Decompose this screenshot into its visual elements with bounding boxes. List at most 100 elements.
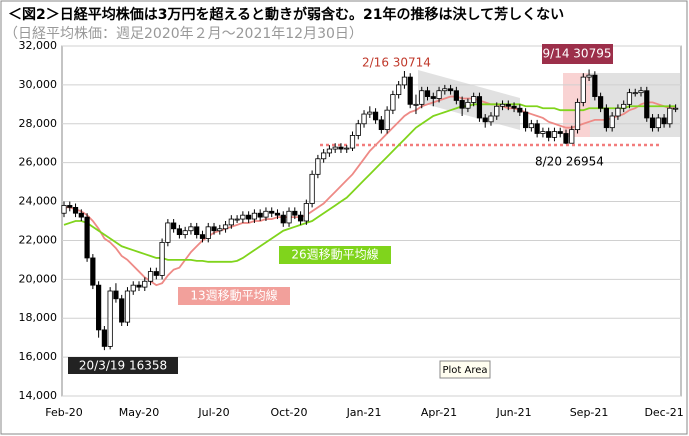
moving-average-line bbox=[63, 103, 676, 263]
y-tick-label: 20,000 bbox=[19, 272, 58, 285]
tooltip-box bbox=[439, 360, 491, 379]
candle-body bbox=[349, 135, 356, 149]
candle-body bbox=[153, 271, 159, 276]
candle-body bbox=[228, 218, 234, 226]
candle-body bbox=[147, 271, 154, 282]
candle-body bbox=[598, 96, 604, 109]
candle-body bbox=[263, 210, 269, 218]
candle-body bbox=[280, 214, 286, 224]
candle-body bbox=[603, 107, 609, 129]
x-tick-label: Jun-21 bbox=[495, 406, 531, 419]
legend-label: 26週移動平均線 bbox=[291, 247, 378, 262]
candle-body bbox=[67, 205, 73, 208]
candle-body bbox=[621, 103, 627, 109]
candle-body bbox=[442, 88, 448, 92]
candle-body bbox=[286, 210, 292, 224]
candle-body bbox=[78, 212, 84, 218]
candle-body bbox=[569, 129, 575, 144]
candle-body bbox=[269, 210, 275, 214]
candle-body bbox=[159, 241, 165, 276]
candle-body bbox=[505, 103, 511, 107]
y-tick-label: 16,000 bbox=[19, 350, 58, 363]
candle-body bbox=[90, 257, 96, 286]
annotation: 20/3/19 16358 bbox=[79, 359, 167, 373]
candle-body bbox=[523, 111, 529, 129]
candle-body bbox=[246, 214, 252, 220]
candle-body bbox=[274, 212, 281, 216]
candle-body bbox=[407, 76, 413, 105]
candle-body bbox=[113, 290, 119, 300]
candle-body bbox=[217, 228, 223, 232]
y-tick-label: 28,000 bbox=[19, 117, 58, 130]
candle-body bbox=[205, 226, 211, 239]
candle-body bbox=[396, 84, 402, 96]
candle-body bbox=[303, 203, 309, 222]
candle-body bbox=[384, 109, 390, 131]
x-tick-label: May-20 bbox=[119, 406, 160, 419]
candle-body bbox=[494, 105, 500, 117]
y-tick-label: 22,000 bbox=[19, 233, 58, 246]
candle-body bbox=[471, 96, 477, 103]
candle-body bbox=[61, 205, 67, 214]
candle-body bbox=[447, 88, 454, 92]
candle-body bbox=[609, 115, 615, 129]
candle-body bbox=[332, 146, 338, 150]
candle-body bbox=[165, 222, 171, 243]
candle-body bbox=[84, 216, 90, 259]
candle-body bbox=[101, 329, 107, 347]
candle-body bbox=[182, 230, 188, 236]
candle-body bbox=[673, 107, 679, 110]
candle-body bbox=[499, 103, 506, 107]
candle-body bbox=[574, 101, 581, 131]
candle-body bbox=[96, 284, 102, 331]
candle-body bbox=[372, 111, 379, 121]
y-tick-label: 24,000 bbox=[19, 195, 58, 208]
candle-body bbox=[459, 100, 465, 109]
y-tick-label: 26,000 bbox=[19, 156, 58, 169]
candle-body bbox=[546, 131, 552, 138]
candle-body bbox=[136, 284, 142, 288]
candle-body bbox=[511, 105, 517, 109]
candle-body bbox=[107, 290, 113, 347]
legend-box bbox=[279, 246, 391, 264]
candle-body bbox=[661, 117, 667, 125]
candle-body bbox=[199, 234, 206, 239]
candle-body bbox=[586, 74, 592, 78]
annotation: 8/20 26954 bbox=[535, 155, 604, 169]
candle-body bbox=[234, 218, 240, 221]
candle-body bbox=[309, 173, 315, 204]
candle-body bbox=[222, 224, 229, 230]
candle-body bbox=[453, 90, 459, 101]
candle-body bbox=[644, 90, 650, 119]
candle-body bbox=[592, 74, 598, 97]
candle-body bbox=[119, 298, 125, 323]
candle-body bbox=[390, 94, 396, 111]
x-tick-label: Jan-21 bbox=[346, 406, 382, 419]
candle-body bbox=[430, 96, 436, 99]
candle-body bbox=[361, 113, 367, 125]
candle-body bbox=[615, 107, 621, 117]
candle-body bbox=[534, 123, 540, 134]
candle-body bbox=[130, 284, 136, 292]
candle-body bbox=[528, 123, 534, 129]
candle-body bbox=[344, 147, 350, 150]
candle-body bbox=[176, 228, 182, 236]
annotation-box bbox=[68, 357, 178, 374]
candle-body bbox=[476, 96, 483, 119]
candle-body bbox=[297, 214, 304, 222]
x-tick-label: Sep-21 bbox=[570, 406, 609, 419]
y-tick-label: 30,000 bbox=[19, 78, 58, 91]
candle-body bbox=[188, 226, 194, 232]
candle-body bbox=[378, 119, 384, 131]
candle-body bbox=[563, 133, 569, 144]
candle-body bbox=[655, 117, 661, 129]
candle-body bbox=[72, 206, 79, 214]
legend-box bbox=[178, 287, 290, 305]
y-tick-label: 18,000 bbox=[19, 311, 58, 324]
candle-body bbox=[540, 131, 546, 134]
candle-body bbox=[171, 222, 177, 230]
tooltip: Plot Area bbox=[442, 365, 487, 376]
y-tick-label: 14,000 bbox=[19, 389, 58, 402]
shade-gray bbox=[590, 73, 680, 137]
